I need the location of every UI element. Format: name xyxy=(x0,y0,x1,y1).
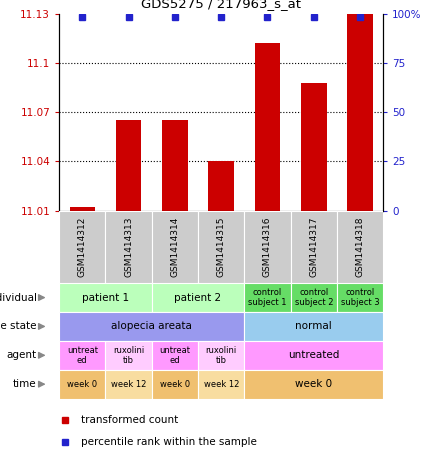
Text: GSM1414315: GSM1414315 xyxy=(217,217,226,277)
Text: control
subject 2: control subject 2 xyxy=(294,288,333,307)
Text: week 0: week 0 xyxy=(67,380,97,389)
Text: percentile rank within the sample: percentile rank within the sample xyxy=(81,437,257,447)
Text: control
subject 1: control subject 1 xyxy=(248,288,287,307)
Text: GSM1414317: GSM1414317 xyxy=(309,217,318,277)
Bar xyxy=(59,341,106,370)
Bar xyxy=(244,283,291,312)
Text: week 0: week 0 xyxy=(295,379,332,389)
Text: transformed count: transformed count xyxy=(81,415,179,425)
Text: GSM1414318: GSM1414318 xyxy=(356,217,364,277)
Bar xyxy=(347,14,373,211)
Bar xyxy=(301,82,326,211)
Bar xyxy=(198,211,244,283)
Bar xyxy=(255,43,280,211)
Bar xyxy=(152,370,198,399)
Bar xyxy=(106,370,152,399)
Text: untreat
ed: untreat ed xyxy=(159,346,191,365)
Text: patient 1: patient 1 xyxy=(82,293,129,303)
Bar xyxy=(116,120,141,211)
Text: agent: agent xyxy=(7,350,37,360)
Bar xyxy=(337,283,383,312)
Bar xyxy=(70,207,95,211)
Bar xyxy=(198,370,244,399)
Bar xyxy=(59,283,152,312)
Bar xyxy=(291,211,337,283)
Text: untreated: untreated xyxy=(288,350,339,360)
Text: time: time xyxy=(13,379,37,389)
Text: control
subject 3: control subject 3 xyxy=(341,288,379,307)
Text: week 12: week 12 xyxy=(204,380,239,389)
Text: patient 2: patient 2 xyxy=(174,293,222,303)
Text: GSM1414314: GSM1414314 xyxy=(170,217,180,277)
Text: individual: individual xyxy=(0,293,37,303)
Bar xyxy=(244,370,383,399)
Bar xyxy=(208,161,234,211)
Text: ruxolini
tib: ruxolini tib xyxy=(113,346,144,365)
Bar xyxy=(59,211,106,283)
Bar xyxy=(59,370,106,399)
Bar xyxy=(59,312,244,341)
Bar xyxy=(291,283,337,312)
Bar xyxy=(198,341,244,370)
Text: alopecia areata: alopecia areata xyxy=(111,322,192,332)
Bar xyxy=(152,211,198,283)
Text: week 0: week 0 xyxy=(160,380,190,389)
Text: GSM1414313: GSM1414313 xyxy=(124,217,133,277)
Bar xyxy=(244,341,383,370)
Bar xyxy=(244,211,291,283)
Bar xyxy=(162,120,187,211)
Text: normal: normal xyxy=(295,322,332,332)
Text: ruxolini
tib: ruxolini tib xyxy=(205,346,237,365)
Text: GSM1414316: GSM1414316 xyxy=(263,217,272,277)
Bar xyxy=(337,211,383,283)
Bar xyxy=(152,283,244,312)
Text: disease state: disease state xyxy=(0,322,37,332)
Bar xyxy=(106,211,152,283)
Text: week 12: week 12 xyxy=(111,380,146,389)
Title: GDS5275 / 217963_s_at: GDS5275 / 217963_s_at xyxy=(141,0,301,10)
Text: GSM1414312: GSM1414312 xyxy=(78,217,87,277)
Bar xyxy=(152,341,198,370)
Text: untreat
ed: untreat ed xyxy=(67,346,98,365)
Bar xyxy=(244,312,383,341)
Bar xyxy=(106,341,152,370)
